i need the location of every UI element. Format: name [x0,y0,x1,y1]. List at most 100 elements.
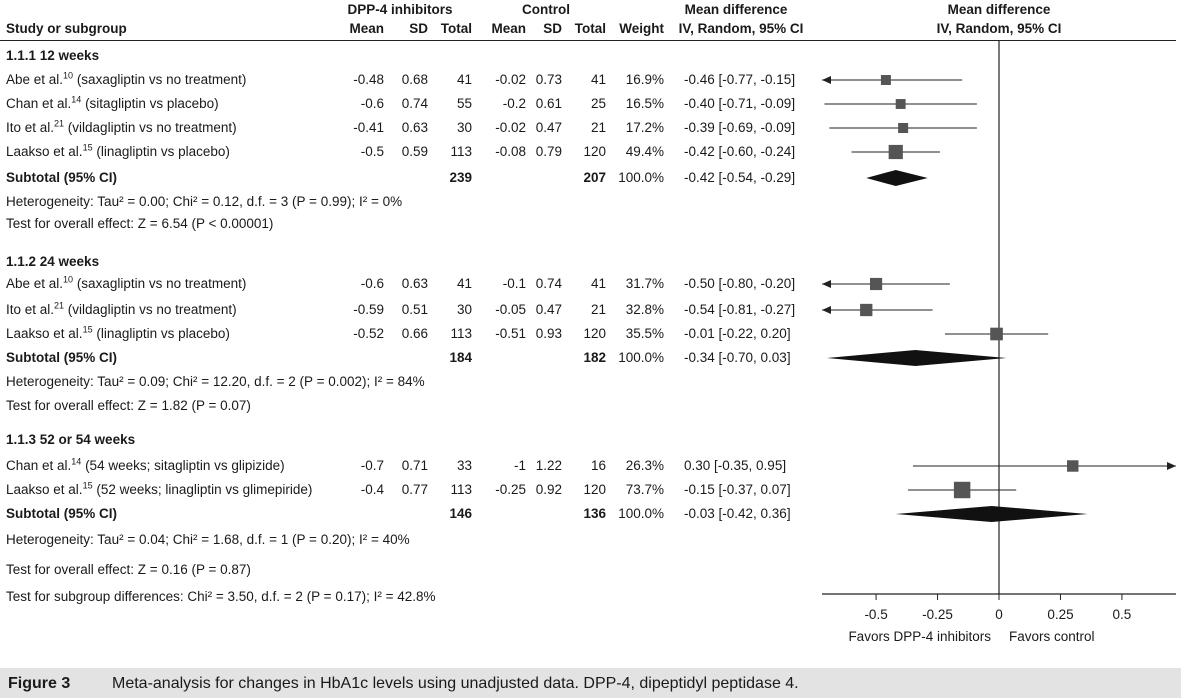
dpp4-mean: -0.59 [353,302,384,317]
subtotal-label: Subtotal (95% CI) [6,506,118,521]
header-rule [0,40,1176,41]
control-group-header: Control [522,2,570,17]
control-mean: -0.02 [495,72,526,87]
dpp4-total: 239 [449,170,472,185]
study-reference: 10 [63,70,74,81]
weight-value: 49.4% [625,144,664,159]
ci-arrow [822,306,831,314]
study-label: Laakso et al.15 (52 weeks; linagliptin v… [6,480,313,498]
mean-difference-ci: -0.46 [-0.77, -0.15] [684,72,796,87]
dpp4-mean: -0.6 [360,96,384,111]
control-total: 16 [590,458,606,473]
point-estimate-box [895,99,906,109]
favors-right-label: Favors control [1009,629,1095,644]
mean-difference-ci: -0.34 [-0.70, 0.03] [684,350,791,365]
caption-label: Figure 3 [8,675,71,692]
x-tick-label: 0.5 [1113,607,1132,622]
statistics-note: Test for overall effect: Z = 6.54 (P < 0… [6,216,274,231]
caption-text: Meta-analysis for changes in HbA1c level… [112,675,799,692]
statistics-note: Test for overall effect: Z = 0.16 (P = 0… [6,562,251,577]
study-label: Abe et al.10 (saxagliptin vs no treatmen… [6,70,247,88]
study-name: Abe et al. [6,276,64,291]
control-total: 41 [590,72,606,87]
dpp4-total: 113 [450,144,472,159]
control-sd: 0.93 [535,326,562,341]
control-sd-header: SD [543,21,562,36]
control-total: 120 [583,482,606,497]
control-total: 136 [583,506,606,521]
dpp4-sd: 0.59 [401,144,428,159]
study-reference: 15 [82,142,93,153]
control-total: 207 [583,170,606,185]
dpp4-total-header: Total [440,21,472,36]
study-description: (54 weeks; sitagliptin vs glipizide) [81,458,285,473]
study-name: Ito et al. [6,302,55,317]
mean-difference-ci: -0.54 [-0.81, -0.27] [684,302,796,317]
control-mean: -0.1 [502,276,526,291]
dpp4-mean: -0.4 [360,482,384,497]
dpp4-sd: 0.66 [401,326,428,341]
control-sd: 0.61 [535,96,562,111]
study-reference: 21 [54,118,65,129]
study-name: Abe et al. [6,72,64,87]
mean-difference-ci: -0.01 [-0.22, 0.20] [684,326,791,341]
study-column-header: Study or subgroup [6,21,127,36]
weight-value: 35.5% [625,326,664,341]
figure-caption: Figure 3 Meta-analysis for changes in Hb… [0,668,1181,698]
point-estimate-box [888,144,903,160]
study-label: Abe et al.10 (saxagliptin vs no treatmen… [6,275,246,292]
dpp4-sd: 0.71 [401,458,428,473]
dpp4-mean: -0.48 [353,72,384,87]
subtotal-diamond [826,350,1007,366]
dpp4-sd: 0.68 [401,72,428,87]
study-reference: 15 [82,480,93,491]
dpp4-sd: 0.63 [401,120,428,135]
control-total: 25 [590,96,606,111]
ci-arrow [1167,462,1176,470]
control-sd: 0.79 [535,144,562,159]
control-total: 120 [583,144,606,159]
study-label: Laakso et al.15 (linagliptin vs placebo) [6,325,230,342]
ci-arrow [822,76,831,84]
control-mean: -0.08 [495,144,526,159]
study-name: Laakso et al. [6,144,83,159]
weight-value: 73.7% [625,482,664,497]
subgroup-heading: 1.1.3 52 or 54 weeks [6,432,136,447]
md-plot-header-title: Mean difference [947,2,1051,17]
subtotal-diamond [895,506,1088,522]
control-total: 21 [590,120,606,135]
weight-value: 17.2% [625,120,664,135]
control-mean: -1 [513,458,526,473]
control-sd: 0.92 [535,482,562,497]
control-sd: 0.74 [535,276,562,291]
subtotal-diamond [866,170,928,186]
study-description: (saxagliptin vs no treatment) [73,72,247,87]
study-description: (52 weeks; linagliptin vs glimepiride) [92,482,313,497]
weight-value: 26.3% [625,458,664,473]
dpp4-total: 33 [456,458,472,473]
md-header-title: Mean difference [684,2,788,17]
dpp4-mean: -0.6 [360,276,384,291]
control-mean: -0.2 [502,96,526,111]
dpp4-total: 30 [456,302,472,317]
study-name: Laakso et al. [6,326,83,341]
dpp4-sd: 0.63 [401,276,428,291]
mean-difference-ci: -0.42 [-0.60, -0.24] [684,144,796,159]
weight-value: 31.7% [625,276,664,291]
study-description: (linagliptin vs placebo) [92,144,230,159]
weight-value: 16.9% [625,72,664,87]
study-description: (vildagliptin vs no treatment) [64,120,237,135]
mean-difference-ci: -0.50 [-0.80, -0.20] [684,276,796,291]
study-label: Chan et al.14 (54 weeks; sitagliptin vs … [6,457,285,474]
dpp4-total: 184 [449,350,472,365]
dpp4-total: 55 [456,96,472,111]
x-tick-label: -0.5 [864,607,887,622]
statistics-note: Test for overall effect: Z = 1.82 (P = 0… [6,398,251,413]
favors-left-label: Favors DPP-4 inhibitors [848,629,991,644]
weight-value: 100.0% [618,170,664,185]
control-mean-header: Mean [491,21,526,36]
md-plot-header-method: IV, Random, 95% CI [936,21,1062,36]
control-mean: -0.05 [495,302,526,317]
x-tick-label: -0.25 [922,607,953,622]
study-description: (vildagliptin vs no treatment) [64,302,237,317]
